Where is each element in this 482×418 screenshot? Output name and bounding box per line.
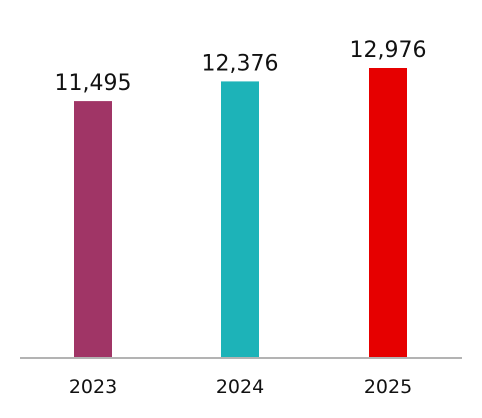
bars-group (74, 68, 407, 359)
value-label-2025: 12,976 (350, 38, 427, 63)
value-labels-group: 11,495 12,376 12,976 (55, 38, 427, 96)
x-tick-label-2025: 2025 (364, 376, 412, 398)
x-tick-labels-group: 2023 2024 2025 (69, 376, 412, 398)
x-tick-label-2023: 2023 (69, 376, 117, 398)
value-label-2023: 11,495 (55, 71, 132, 96)
x-tick-label-2024: 2024 (216, 376, 264, 398)
bar-2023 (74, 101, 112, 358)
bar-2025 (369, 68, 407, 358)
value-label-2024: 12,376 (202, 51, 279, 76)
bar-2024 (221, 81, 259, 359)
